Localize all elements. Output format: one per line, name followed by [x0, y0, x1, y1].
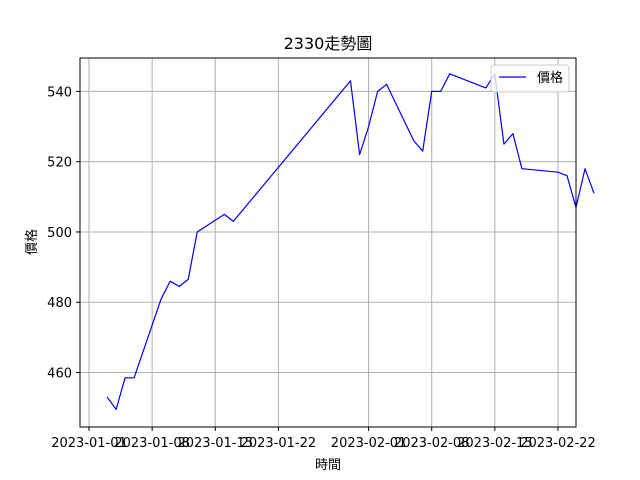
x-tick-label: 2023-02-01: [331, 436, 407, 451]
legend-label: 價格: [537, 70, 563, 86]
x-tick-label: 2023-01-08: [114, 436, 190, 451]
x-tick-label: 2023-02-15: [457, 436, 533, 451]
legend: 價格: [490, 64, 570, 93]
series-line: [106, 73, 595, 410]
y-tick-label: 500: [47, 226, 72, 241]
legend-box: [490, 64, 570, 93]
x-tick-label: 2023-01-15: [177, 436, 253, 451]
y-axis-label: 價格: [24, 229, 40, 255]
x-tick-label: 2023-02-08: [394, 436, 470, 451]
x-tick-label: 2023-02-22: [520, 436, 596, 451]
y-tick-label: 480: [47, 296, 72, 311]
grid-layer: [80, 58, 576, 427]
y-tick-label: 460: [47, 367, 72, 382]
y-tick-label: 520: [47, 156, 72, 171]
series-layer: [106, 73, 595, 410]
chart-title: 2330走勢圖: [284, 34, 373, 53]
x-tick-label: 2023-01-22: [241, 436, 317, 451]
y-tick-label: 540: [47, 85, 72, 100]
x-axis-label: 時間: [315, 458, 341, 473]
plot-frame: [79, 57, 577, 428]
x-tick-label: 2023-01-01: [51, 436, 127, 451]
tick-layer: 2023-01-012023-01-082023-01-152023-01-22…: [47, 85, 596, 451]
